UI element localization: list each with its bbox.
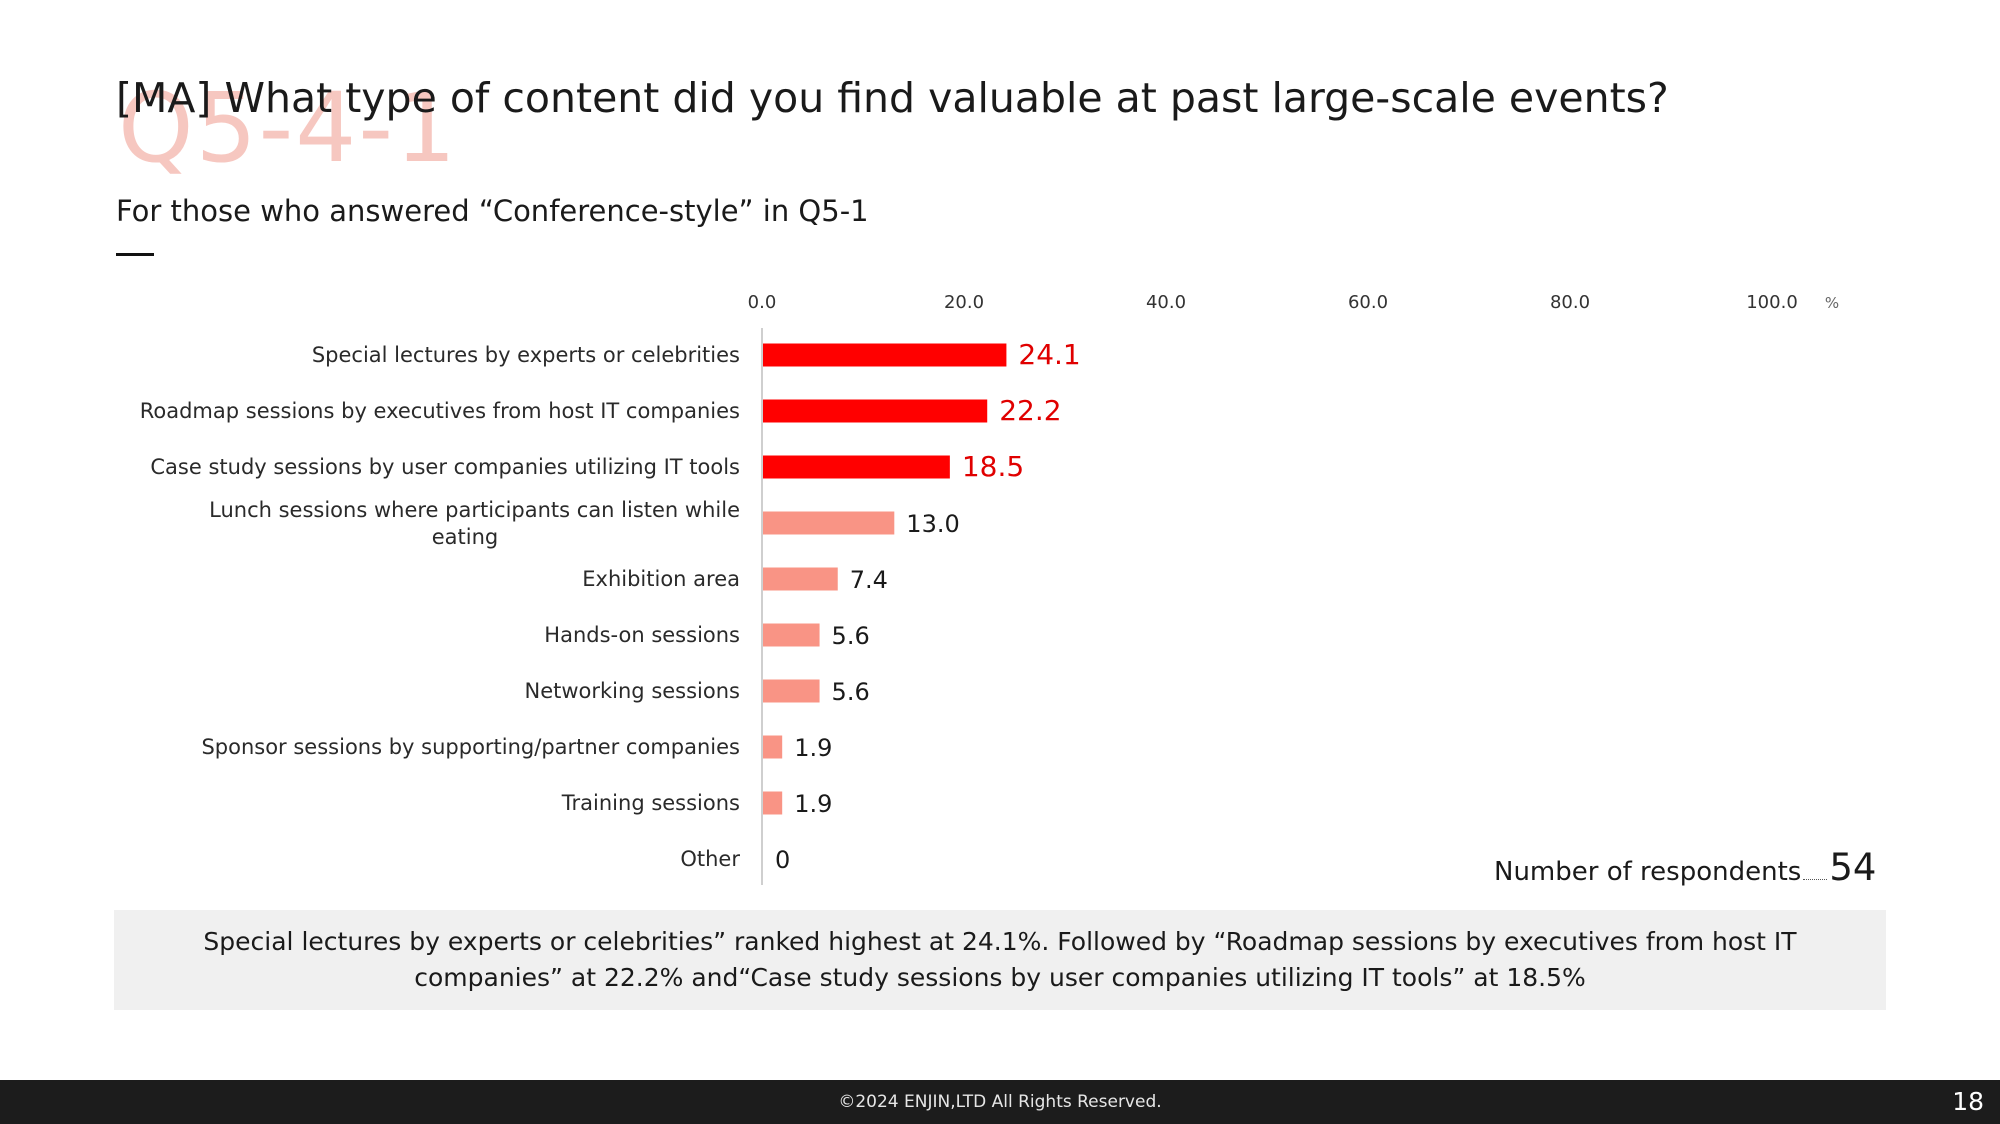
x-tick-label: 0.0: [748, 292, 777, 313]
category-label: Networking sessions: [524, 679, 740, 703]
copyright-text: ©2024 ENJIN,LTD All Rights Reserved.: [838, 1092, 1162, 1112]
summary-text: Special lectures by experts or celebriti…: [203, 927, 1797, 992]
bar-value-label: 5.6: [832, 622, 870, 650]
bar: [763, 623, 820, 647]
category-label: Sponsor sessions by supporting/partner c…: [201, 735, 740, 759]
category-label: Exhibition area: [582, 567, 740, 591]
respondents-count: Number of respondents 54: [1494, 846, 1876, 889]
bar: [763, 343, 1007, 367]
x-tick-label: 20.0: [944, 292, 984, 313]
slide-subtitle: For those who answered “Conference-style…: [116, 194, 869, 228]
question-number-watermark: Q5-4-1: [118, 72, 459, 184]
category-label: Special lectures by experts or celebriti…: [312, 343, 740, 367]
footer-bar: ©2024 ENJIN,LTD All Rights Reserved. 18: [0, 1080, 2000, 1124]
unit-label: %: [1825, 294, 1839, 312]
bar-value-label: 7.4: [850, 566, 888, 594]
bar: [763, 791, 783, 815]
page-number: 18: [1952, 1087, 1984, 1116]
bar: [763, 399, 988, 423]
category-label: Other: [680, 847, 740, 871]
bar-value-label: 13.0: [906, 510, 959, 538]
bar: [763, 511, 895, 535]
slide-title: [MA] What type of content did you find v…: [116, 74, 1669, 122]
x-tick-label: 60.0: [1348, 292, 1388, 313]
category-label: Training sessions: [561, 791, 740, 815]
summary-box: Special lectures by experts or celebriti…: [114, 910, 1886, 1010]
respondents-separator: [1803, 879, 1828, 880]
bar-chart: 0.0 20.0 40.0 60.0 80.0 100.0 % Special lecture…: [140, 292, 1839, 885]
x-tick-label: 100.0: [1746, 292, 1798, 313]
category-label: Hands-on sessions: [544, 623, 740, 647]
bar-value-label: 1.9: [794, 790, 832, 818]
x-tick-label: 80.0: [1550, 292, 1590, 313]
bar: [763, 455, 950, 479]
bar: [763, 735, 783, 759]
category-label: Case study sessions by user companies ut…: [150, 455, 740, 479]
respondents-number: 54: [1829, 846, 1877, 889]
title-divider: [116, 253, 154, 256]
x-tick-label: 40.0: [1146, 292, 1186, 313]
respondents-label: Number of respondents: [1494, 857, 1802, 887]
bar-value-label: 24.1: [1018, 338, 1080, 371]
category-label: Roadmap sessions by executives from host…: [140, 399, 740, 423]
bar-value-label: 18.5: [962, 450, 1024, 483]
bar: [763, 567, 838, 591]
category-label: Lunch sessions where participants can li…: [209, 498, 740, 549]
bar-value-label: 5.6: [832, 678, 870, 706]
bar-value-label: 0: [775, 846, 790, 874]
bar: [763, 679, 820, 703]
bar-value-label: 1.9: [794, 734, 832, 762]
bar-value-label: 22.2: [999, 394, 1061, 427]
